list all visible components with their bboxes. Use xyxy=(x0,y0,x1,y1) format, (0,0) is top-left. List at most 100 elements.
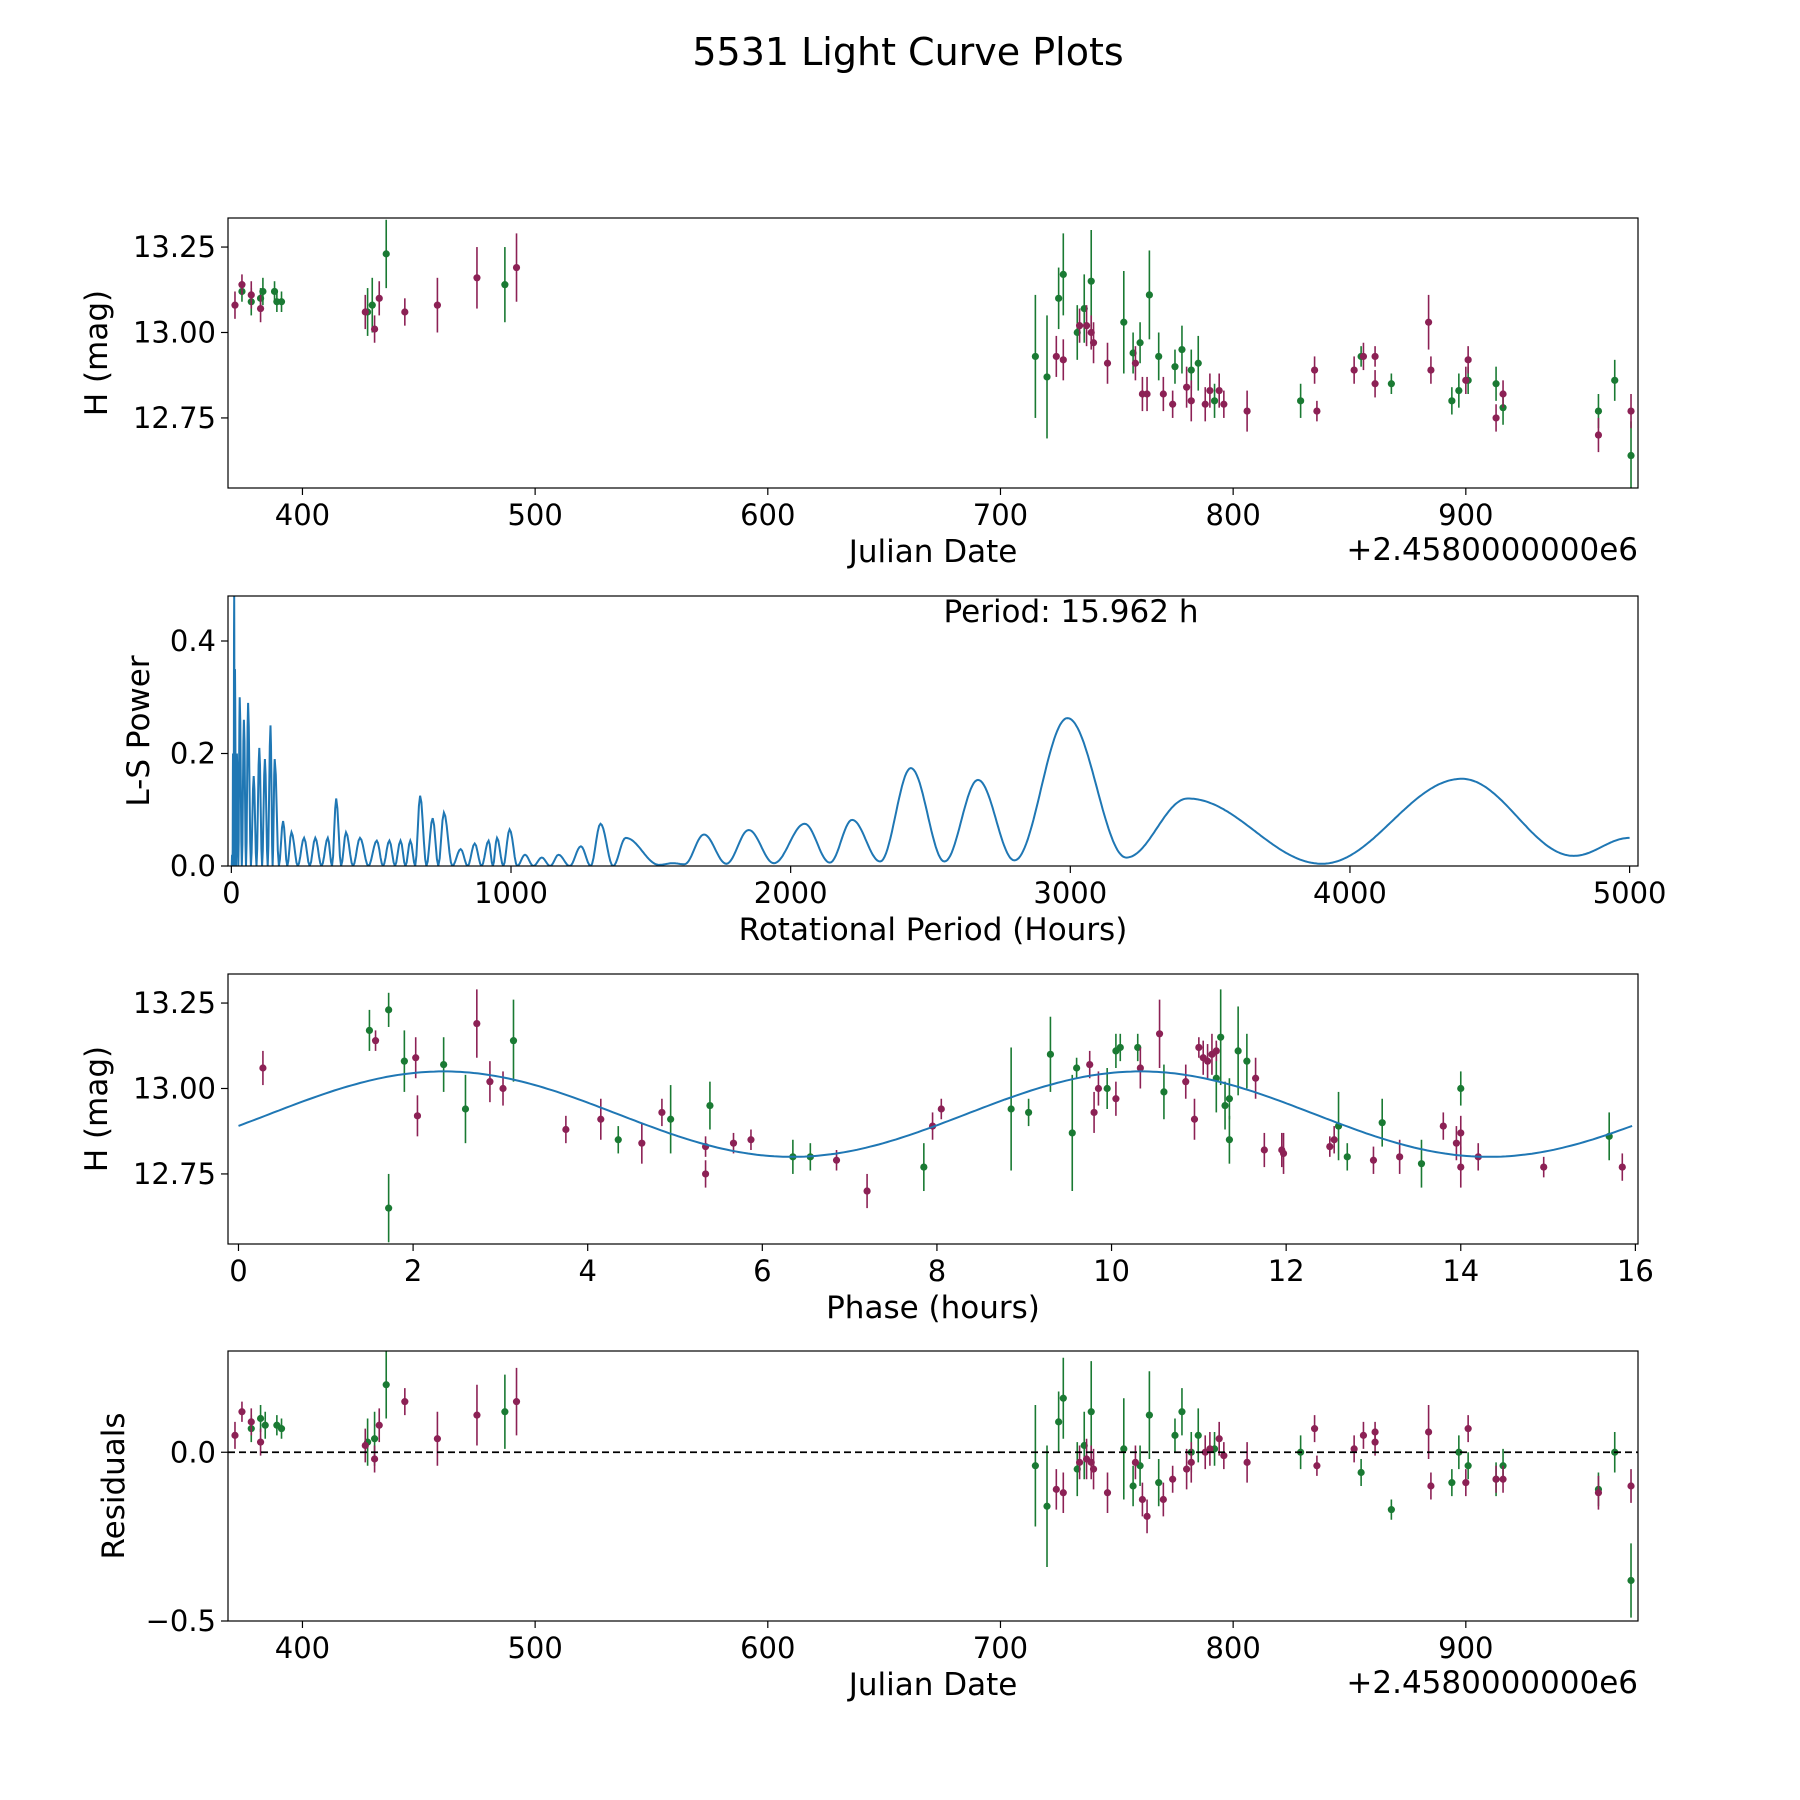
lightcurve-point xyxy=(1075,322,1084,330)
periodogram-xtick-label: 3000 xyxy=(1033,876,1107,910)
phase-point xyxy=(400,1057,408,1065)
lightcurve-xtick-label: 500 xyxy=(507,498,562,532)
residuals-point xyxy=(1120,1445,1128,1453)
lightcurve-point xyxy=(1087,277,1095,285)
lightcurve-point xyxy=(1206,386,1214,395)
residuals-point xyxy=(370,1455,379,1463)
phase-point xyxy=(1155,1030,1164,1038)
lightcurve-point xyxy=(1201,400,1209,408)
period-annotation: Period: 15.962 h xyxy=(944,594,1199,630)
residuals-point xyxy=(1492,1475,1500,1483)
phase-point xyxy=(667,1115,675,1123)
phase-point xyxy=(486,1078,494,1086)
lightcurve-point xyxy=(1169,400,1177,408)
lightcurve-ytick-label: 12.75 xyxy=(133,401,216,435)
periodogram-ytick-label: 0.0 xyxy=(170,849,216,883)
residuals-xtick-label: 700 xyxy=(973,1631,1028,1665)
residuals-point xyxy=(1594,1489,1603,1497)
periodogram-line xyxy=(230,596,1630,866)
residuals-point xyxy=(1359,1431,1368,1439)
lightcurve-xtick-label: 800 xyxy=(1205,498,1260,532)
periodogram-axes-frame xyxy=(227,595,1639,867)
residuals-point xyxy=(1075,1458,1084,1466)
periodogram-xtick-label: 1000 xyxy=(474,876,548,910)
residuals-point xyxy=(1169,1475,1177,1483)
lightcurve-point xyxy=(433,301,442,309)
phase-point xyxy=(1094,1084,1103,1093)
residuals-point xyxy=(512,1398,521,1406)
phase-point xyxy=(371,1037,380,1045)
phase-point xyxy=(1330,1136,1338,1144)
lightcurve-point xyxy=(1145,291,1153,299)
phase-point xyxy=(1217,1033,1225,1041)
phase-point xyxy=(863,1187,871,1195)
phase-point xyxy=(1212,1047,1220,1055)
lightcurve-point xyxy=(368,301,376,309)
phase-xtick-label: 14 xyxy=(1442,1254,1479,1288)
phase-point xyxy=(1025,1108,1033,1117)
phase-xtick-label: 2 xyxy=(404,1254,422,1288)
phase-point xyxy=(747,1136,755,1144)
phase-point xyxy=(729,1139,738,1147)
residuals-xtick-label: 400 xyxy=(275,1631,330,1665)
residuals-point xyxy=(501,1408,509,1416)
phase-point xyxy=(1378,1119,1386,1127)
periodogram-ylabel: L-S Power xyxy=(121,655,157,806)
phase-ytick-label: 13.00 xyxy=(133,1071,216,1105)
periodogram-xtick-label: 0 xyxy=(222,876,240,910)
phase-point xyxy=(1046,1050,1055,1058)
lightcurve-point xyxy=(1052,352,1060,361)
lightcurve-offset-text: +2.4580000000e6 xyxy=(1346,532,1638,568)
phase-point xyxy=(1251,1074,1260,1082)
phase-point xyxy=(1279,1149,1288,1158)
phase-point xyxy=(259,1064,267,1072)
residuals-point xyxy=(1059,1394,1067,1402)
lightcurve-point xyxy=(1313,407,1321,415)
phase-ytick-label: 13.25 xyxy=(133,986,216,1020)
lightcurve-point xyxy=(1089,339,1098,347)
phase-point xyxy=(1417,1160,1426,1168)
phase-point xyxy=(1260,1146,1268,1154)
phase-point xyxy=(1112,1095,1120,1103)
residuals-point xyxy=(361,1441,369,1450)
phase-point xyxy=(1243,1057,1251,1065)
lightcurve-point xyxy=(277,298,286,306)
residuals-point xyxy=(1215,1435,1223,1443)
lightcurve-point xyxy=(1131,359,1140,367)
residuals-point xyxy=(1129,1482,1137,1490)
residuals-point xyxy=(1171,1431,1179,1439)
lightcurve-point xyxy=(1220,400,1228,408)
residuals-point xyxy=(1178,1408,1186,1416)
lightcurve-point xyxy=(1464,356,1472,364)
phase-ticks: 0 2 4 6 8 10 12 14 16 12.75 13.00 13.25 xyxy=(133,986,1654,1288)
residuals-point xyxy=(1143,1512,1151,1520)
residuals-points xyxy=(228,1351,1638,1618)
residuals-point xyxy=(1059,1489,1067,1497)
phase-xtick-label: 10 xyxy=(1093,1254,1130,1288)
phase-point xyxy=(562,1125,570,1134)
residuals-ylabel: Residuals xyxy=(96,1412,132,1559)
lightcurve-point xyxy=(370,325,379,333)
residuals-point xyxy=(433,1435,442,1443)
residuals-point xyxy=(1464,1462,1472,1470)
phase-point xyxy=(1134,1043,1142,1052)
lightcurve-xtick-label: 600 xyxy=(740,498,795,532)
phase-point xyxy=(706,1101,714,1110)
phase-point xyxy=(1103,1084,1111,1093)
residuals-point xyxy=(256,1438,265,1446)
residuals-point xyxy=(1387,1506,1395,1514)
phase-point xyxy=(461,1105,470,1113)
phase-point xyxy=(1343,1153,1351,1161)
lightcurve-ticks: 400 500 600 700 800 900 12.75 13.00 13.25 xyxy=(133,230,1494,532)
lightcurve-point xyxy=(473,274,481,282)
lightcurve-xtick-label: 900 xyxy=(1438,498,1493,532)
residuals-xlabel: Julian Date xyxy=(847,1667,1018,1703)
lightcurve-point xyxy=(1627,407,1635,415)
periodogram-xtick-label: 2000 xyxy=(754,876,828,910)
phase-point xyxy=(385,1204,393,1212)
phase-point xyxy=(1116,1043,1124,1052)
residuals-point xyxy=(1448,1479,1456,1487)
phase-point xyxy=(1190,1115,1199,1123)
residuals-point xyxy=(370,1435,379,1443)
lightcurve-point xyxy=(1194,359,1202,367)
